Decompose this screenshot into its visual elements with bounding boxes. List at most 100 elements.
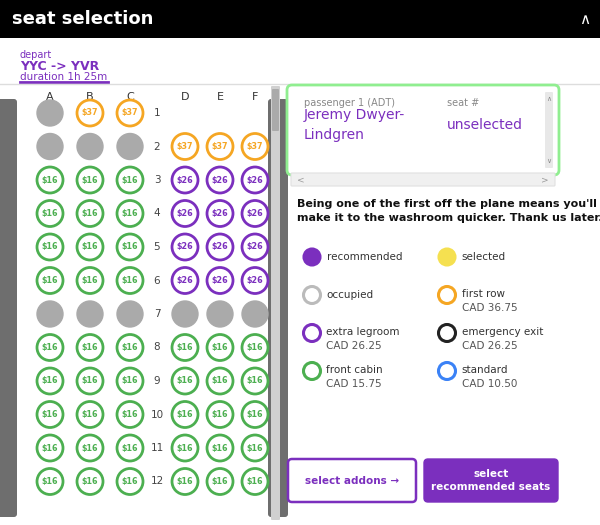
Text: $16: $16 [82,343,98,352]
Text: 10: 10 [151,410,164,419]
Circle shape [242,201,268,226]
Text: $16: $16 [122,343,138,352]
Text: $16: $16 [177,477,193,486]
Text: $16: $16 [177,444,193,453]
Text: $16: $16 [42,343,58,352]
Text: $16: $16 [247,444,263,453]
Circle shape [172,334,198,361]
Text: $16: $16 [247,410,263,419]
Text: 1: 1 [154,108,160,118]
Circle shape [304,324,320,341]
Text: $16: $16 [42,209,58,218]
Circle shape [242,402,268,427]
Text: ∧: ∧ [547,96,551,102]
Text: $16: $16 [42,444,58,453]
Text: $16: $16 [42,410,58,419]
Circle shape [172,167,198,193]
Circle shape [439,324,455,341]
Text: ∨: ∨ [547,158,551,164]
Text: $26: $26 [212,175,229,184]
Circle shape [37,100,63,126]
Text: Jeremy Dwyer-
Lindgren: Jeremy Dwyer- Lindgren [304,108,405,142]
Circle shape [117,133,143,160]
FancyBboxPatch shape [0,84,600,525]
Text: duration 1h 25m: duration 1h 25m [20,72,107,82]
Text: $16: $16 [42,243,58,251]
Circle shape [77,334,103,361]
Circle shape [172,301,198,327]
FancyBboxPatch shape [13,87,271,519]
Circle shape [242,268,268,293]
Circle shape [37,201,63,226]
Text: A: A [46,92,54,102]
Circle shape [207,435,233,461]
Circle shape [117,167,143,193]
Text: $26: $26 [212,243,229,251]
Circle shape [77,368,103,394]
Text: $16: $16 [122,209,138,218]
Circle shape [207,468,233,495]
Circle shape [117,234,143,260]
Text: 5: 5 [154,242,160,252]
Text: $16: $16 [212,444,228,453]
Text: $16: $16 [42,376,58,385]
Circle shape [37,468,63,495]
Text: seat selection: seat selection [12,10,154,28]
Circle shape [207,334,233,361]
Text: $26: $26 [247,209,263,218]
Text: $16: $16 [82,175,98,184]
Text: $16: $16 [82,376,98,385]
FancyBboxPatch shape [0,99,17,517]
Circle shape [117,435,143,461]
Circle shape [77,435,103,461]
FancyBboxPatch shape [271,86,280,520]
Text: $16: $16 [247,376,263,385]
Circle shape [77,402,103,427]
FancyBboxPatch shape [424,459,558,502]
Text: select
recommended seats: select recommended seats [431,469,551,492]
Circle shape [77,468,103,495]
Text: D: D [181,92,189,102]
Text: $26: $26 [176,209,193,218]
Text: occupied: occupied [326,290,374,300]
Text: emergency exit: emergency exit [461,327,543,337]
Circle shape [439,248,455,266]
Text: $16: $16 [247,343,263,352]
FancyBboxPatch shape [268,99,288,517]
Text: extra legroom: extra legroom [326,327,400,337]
Text: $26: $26 [212,209,229,218]
Text: $16: $16 [122,276,138,285]
Circle shape [304,248,320,266]
Text: $16: $16 [122,243,138,251]
Text: $16: $16 [42,477,58,486]
Circle shape [77,201,103,226]
Text: 2: 2 [154,142,160,152]
Text: $16: $16 [212,410,228,419]
Circle shape [172,435,198,461]
Circle shape [77,133,103,160]
Text: F: F [252,92,258,102]
Circle shape [172,201,198,226]
Text: front cabin: front cabin [326,365,383,375]
Circle shape [304,362,320,380]
Circle shape [207,234,233,260]
Circle shape [242,301,268,327]
Text: 6: 6 [154,276,160,286]
Circle shape [207,402,233,427]
Text: $16: $16 [122,175,138,184]
Text: $16: $16 [177,410,193,419]
Circle shape [37,133,63,160]
Circle shape [37,402,63,427]
Text: $26: $26 [176,175,193,184]
Text: first row: first row [461,289,505,299]
Circle shape [242,133,268,160]
Text: $16: $16 [82,444,98,453]
Text: $26: $26 [212,276,229,285]
Circle shape [37,368,63,394]
Text: 4: 4 [154,208,160,218]
Text: $16: $16 [122,444,138,453]
Text: CAD 10.50: CAD 10.50 [461,379,517,389]
Circle shape [37,301,63,327]
Text: C: C [126,92,134,102]
Circle shape [439,362,455,380]
